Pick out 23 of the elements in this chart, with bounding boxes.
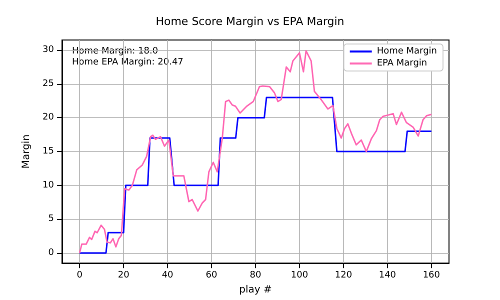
y-axis-title: Margin [21, 134, 32, 169]
x-tick-label: 20 [118, 270, 130, 281]
y-tick-label: 15 [42, 146, 54, 157]
x-tick-label: 140 [378, 270, 396, 281]
line-series [78, 96, 432, 254]
x-tick-label: 0 [76, 270, 83, 281]
x-tick-label: 160 [422, 270, 440, 281]
y-tick-label: 25 [42, 78, 54, 89]
annotation: Home Margin: 18.0 Home EPA Margin: 20.47 [72, 46, 184, 68]
x-tick-label: 100 [290, 270, 308, 281]
x-tick-label: 120 [334, 270, 352, 281]
y-tick-label: 5 [48, 214, 54, 224]
x-tick-label: 60 [206, 270, 218, 281]
x-tick-label: 80 [250, 270, 262, 281]
y-tick-label: 0 [48, 248, 54, 258]
legend-label: Home Margin [376, 46, 438, 56]
chart-title: Home Score Margin vs EPA Margin [156, 15, 344, 28]
legend-label: EPA Margin [376, 58, 428, 68]
y-tick-label: 20 [42, 112, 54, 123]
x-tick-label: 40 [162, 270, 174, 281]
x-axis-title: play # [239, 284, 272, 296]
y-tick-label: 30 [42, 45, 54, 56]
y-tick-label: 10 [42, 180, 54, 190]
